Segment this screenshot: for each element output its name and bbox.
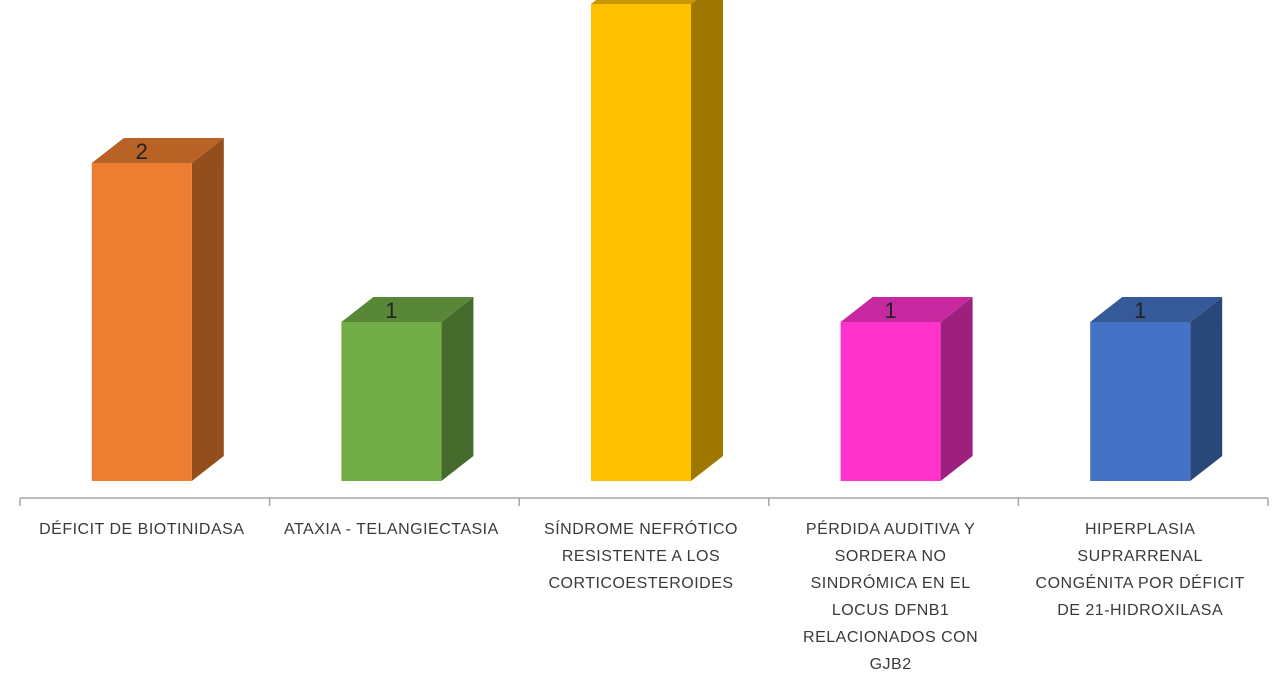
- bar-top-face: [1090, 297, 1223, 322]
- bar-front-face: [91, 163, 192, 481]
- x-tick-label: HIPERPLASIA SUPRARRENAL CONGÉNITA POR DÉ…: [1035, 521, 1245, 619]
- bar: [91, 138, 224, 481]
- bar-side-face: [441, 297, 474, 481]
- bar: [341, 297, 474, 481]
- data-label: 1: [1134, 298, 1146, 323]
- bar-side-face: [191, 138, 224, 481]
- bar-top-face: [840, 297, 973, 322]
- bar-side-face: [1190, 297, 1223, 481]
- bar-top-face: [91, 138, 224, 163]
- bar-side-face: [940, 297, 973, 481]
- x-tick-label: SÍNDROME NEFRÓTICO RESISTENTE A LOS CORT…: [544, 521, 738, 592]
- bar-front-face: [840, 322, 941, 481]
- bar-top-face: [341, 297, 474, 322]
- x-tick-label: DÉFICIT DE BIOTINIDASA: [39, 521, 245, 538]
- bar: [1090, 297, 1223, 481]
- bar: [591, 0, 723, 481]
- bar-front-face: [1090, 322, 1191, 481]
- bar-front-face: [341, 322, 442, 481]
- bar-side-face: [691, 0, 723, 481]
- bar-front-face: [591, 4, 691, 481]
- data-label: 2: [136, 139, 148, 164]
- bar: [840, 297, 973, 481]
- bar-top-face: [591, 0, 697, 4]
- data-label: 1: [385, 298, 397, 323]
- x-tick-label: ATAXIA - TELANGIECTASIA: [283, 521, 499, 538]
- x-tick-label: PÉRDIDA AUDITIVA Y SORDERA NO SINDRÓMICA…: [803, 521, 979, 673]
- data-label: 1: [884, 298, 896, 323]
